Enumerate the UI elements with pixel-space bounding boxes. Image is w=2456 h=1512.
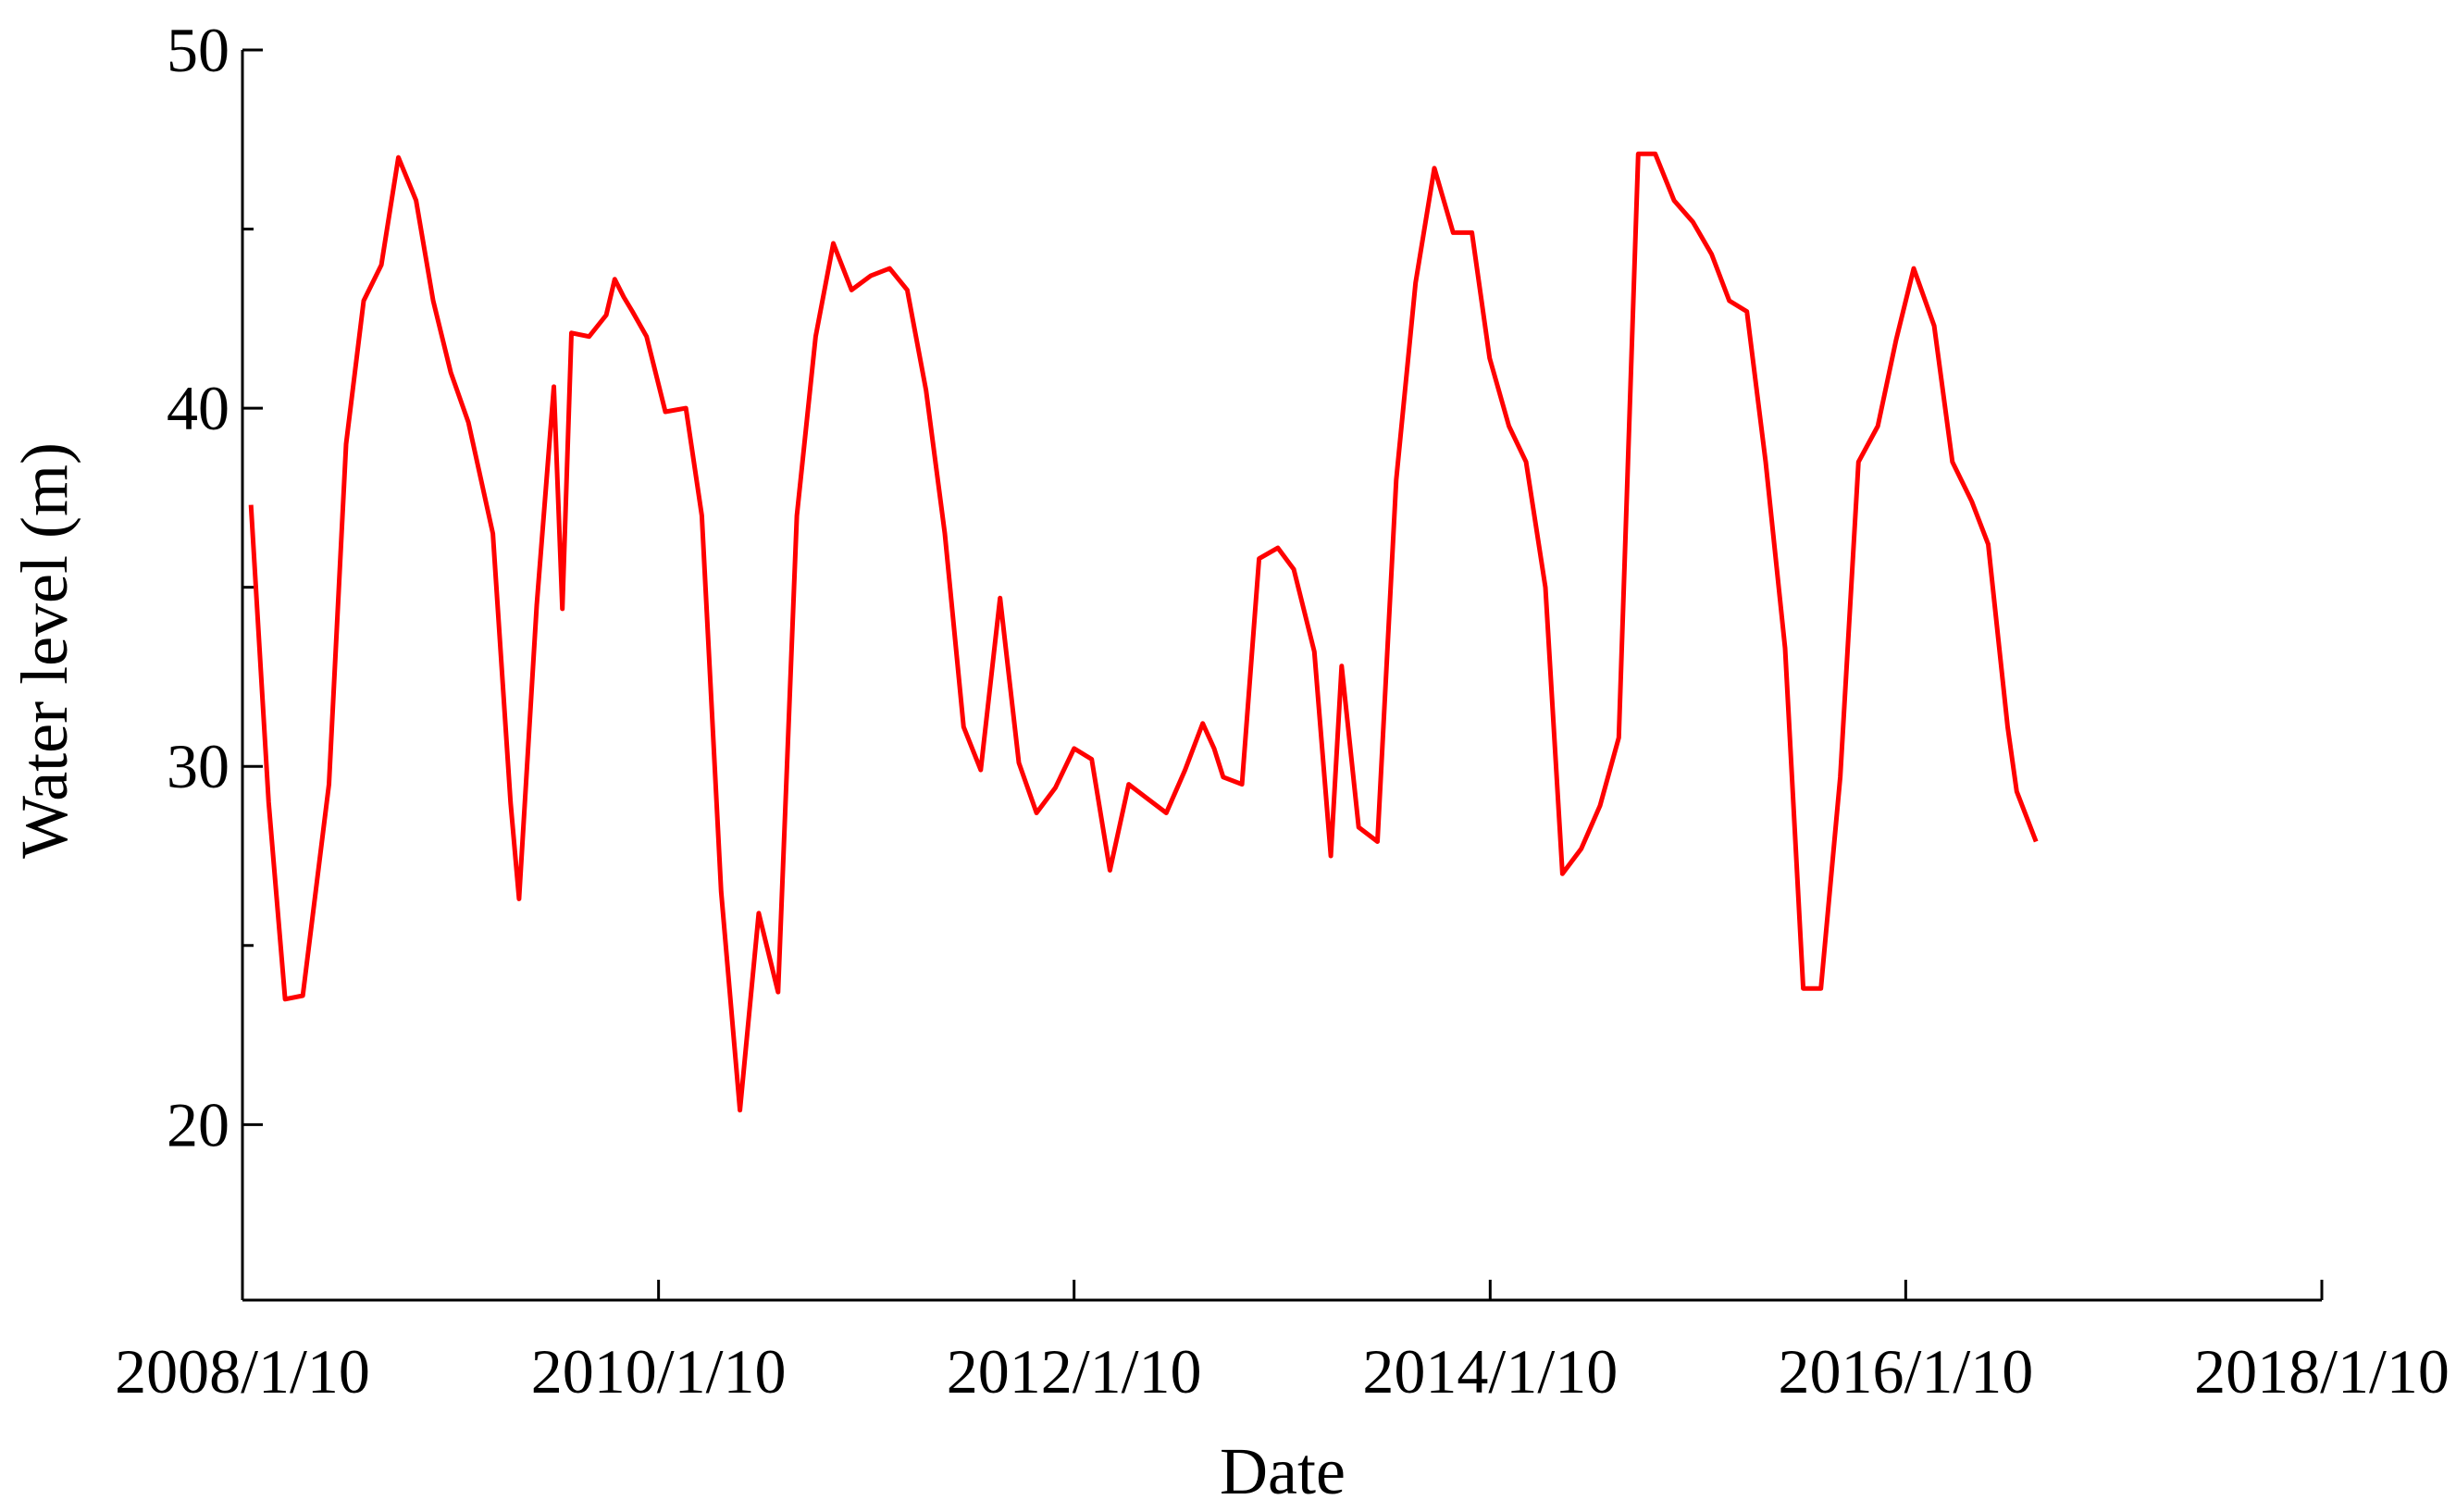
x-axis-label: Date (1220, 1434, 1346, 1508)
x-tick-label: 2018/1/10 (2194, 1336, 2450, 1407)
data-line (248, 151, 2039, 1113)
x-tick-label: 2014/1/10 (1362, 1336, 1618, 1407)
y-tick-label: 40 (167, 373, 229, 443)
x-tick-label: 2016/1/10 (1778, 1336, 2033, 1407)
x-tick-label: 2010/1/10 (531, 1336, 787, 1407)
y-tick-label: 30 (167, 731, 229, 801)
x-tick-label: 2012/1/10 (947, 1336, 1202, 1407)
y-tick-label: 20 (167, 1089, 229, 1159)
y-tick-label: 50 (167, 15, 229, 85)
y-axis-label: Water level (m) (7, 442, 81, 859)
x-tick-label: 2008/1/10 (115, 1336, 370, 1407)
